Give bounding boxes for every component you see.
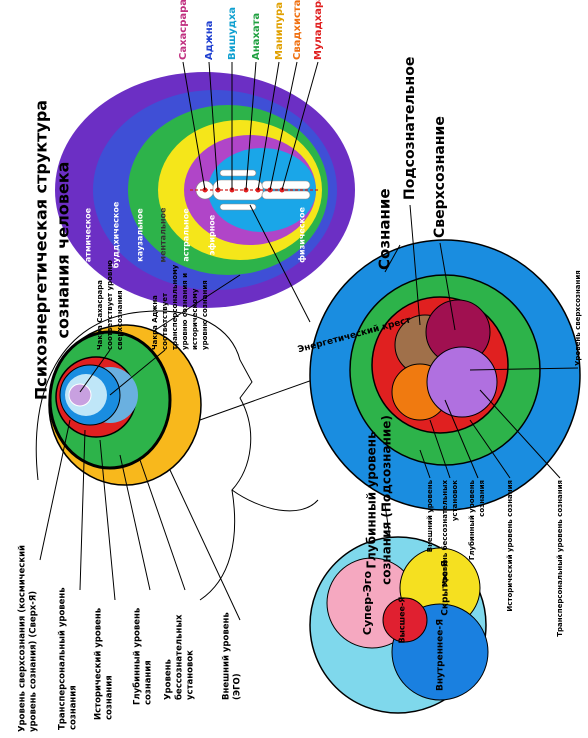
part-label: Скрытое-Я bbox=[441, 560, 451, 616]
chakra-note: историческому bbox=[191, 288, 199, 350]
chakra-note: сверхсознания bbox=[116, 290, 124, 350]
chakra-label: Аджна bbox=[204, 21, 215, 60]
level-label: сознания bbox=[478, 480, 486, 517]
level-label: Внешний уровень bbox=[426, 479, 434, 552]
body-label: физическое bbox=[298, 207, 307, 263]
subconscious-title: сознания (Подсознание) bbox=[380, 415, 394, 585]
consciousness-circle bbox=[310, 240, 580, 510]
head-level-label: уровень сознания) (Сверх-Я) bbox=[29, 591, 39, 732]
head-level-label: сознания bbox=[105, 675, 115, 720]
head-level-label: (ЭГО) bbox=[233, 673, 243, 700]
part-label: Супер-Эго bbox=[361, 570, 374, 635]
head-level-label: сознания bbox=[144, 660, 154, 705]
head-level-label: Уровень bbox=[164, 659, 174, 700]
chakra-label: Сахасрара bbox=[178, 0, 189, 60]
level-label: Исторический уровень сознания bbox=[506, 480, 514, 612]
head-level-label: Уровень сверхсознания (космический bbox=[18, 545, 28, 732]
head-level-label: Внешний уровень bbox=[222, 612, 232, 700]
head-level-label: установок bbox=[186, 650, 196, 700]
level-label: Уровень сверхсознания bbox=[574, 270, 582, 366]
chakra-note: соответствует уровню bbox=[106, 260, 114, 350]
chakra-note: Чакра Сахасрара bbox=[96, 280, 104, 350]
level-label: Трансперсональный уровень сознания bbox=[556, 480, 564, 637]
chakra-label: Свадхистана bbox=[292, 0, 303, 60]
body-label: эфирное bbox=[208, 214, 217, 255]
chakra-note: соответствует bbox=[161, 292, 169, 350]
subconscious-title: Глубинный уровень bbox=[365, 431, 379, 569]
title: сознания человека bbox=[54, 162, 73, 339]
body-label: астральное bbox=[182, 208, 191, 262]
level-label: Глубинный уровень bbox=[468, 479, 476, 560]
diagram: Психоэнергетическая структурасознания че… bbox=[0, 0, 588, 738]
head-level-label: Исторический уровень bbox=[94, 608, 104, 720]
chakra-label: Муладхара bbox=[313, 0, 324, 60]
chakra-label: Анахата bbox=[251, 13, 262, 60]
head-level-label: Трансперсональный уровень bbox=[58, 587, 68, 730]
chakra-note: уровню сознания и bbox=[181, 273, 189, 350]
consciousness-label: Сознание bbox=[376, 188, 394, 270]
body-label: ментальное bbox=[159, 207, 168, 262]
chakra-label: Вишудха bbox=[227, 7, 238, 60]
head-level-label: Глубинный уровень bbox=[132, 608, 143, 705]
body-label: атмическое bbox=[84, 207, 93, 262]
subconscious-label: Подсознательное bbox=[402, 57, 418, 200]
chakra-note: уровню сознания bbox=[201, 280, 209, 350]
level-label: установок bbox=[451, 480, 459, 521]
body-label: буддхическое bbox=[111, 201, 121, 268]
part-label: Высшее-Я bbox=[398, 597, 407, 644]
part-label: Внутреннее-Я bbox=[436, 619, 446, 691]
chakra-note: Чакра Аджна bbox=[151, 295, 159, 350]
chakra-label: Манипура bbox=[274, 2, 285, 60]
body-label: каузальное bbox=[136, 208, 145, 262]
title: Психоэнергетическая структура bbox=[32, 100, 51, 400]
chakra-note: трансперсональному bbox=[171, 264, 179, 350]
head bbox=[36, 311, 318, 600]
superconscious-label: Сверхсознание bbox=[432, 116, 448, 238]
head-level-label: сознания bbox=[69, 685, 79, 730]
head-level-label: бессознательных bbox=[174, 614, 185, 700]
